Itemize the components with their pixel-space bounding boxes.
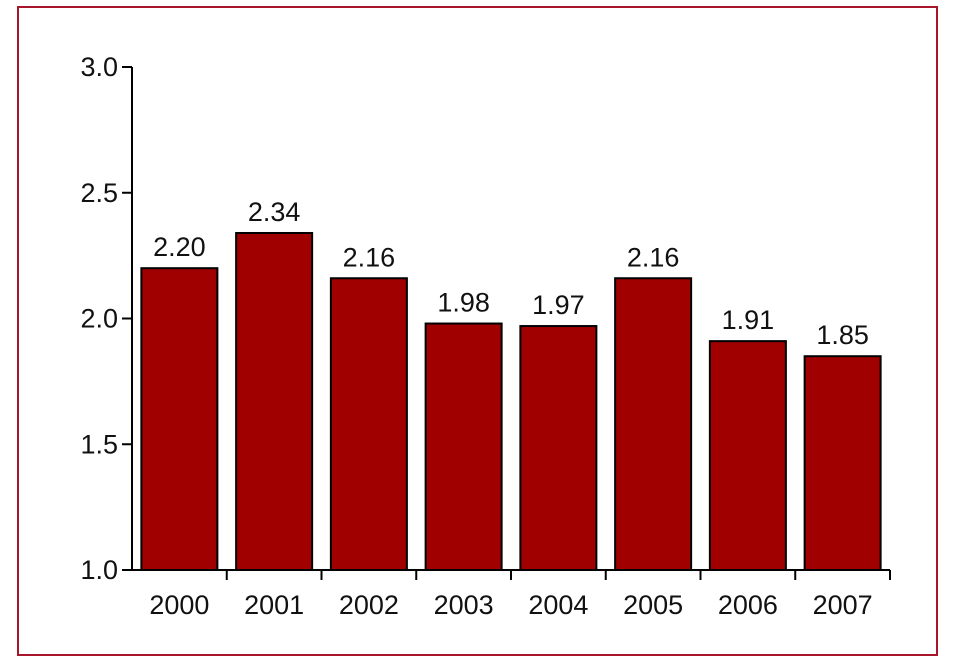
data-label-2006: 1.91: [722, 305, 775, 335]
bar-2000: [140, 267, 219, 571]
data-label-2003: 1.98: [437, 288, 490, 318]
x-tick-label-2000: 2000: [149, 590, 209, 620]
x-tick-label-2007: 2007: [813, 590, 873, 620]
bar-2007: [803, 355, 882, 571]
bar-2006: [708, 340, 787, 572]
y-tick-label: 2.5: [80, 178, 118, 208]
data-label-2000: 2.20: [153, 232, 206, 262]
bar-2001: [235, 231, 314, 572]
x-tick-label-2001: 2001: [244, 590, 304, 620]
x-tick-label-2004: 2004: [528, 590, 588, 620]
y-axis: 1.0 1.5 2.0 2.5 3.0: [80, 52, 133, 585]
y-tick-label: 1.0: [80, 555, 118, 585]
data-label-2001: 2.34: [248, 197, 301, 227]
bar-2004: [519, 325, 598, 572]
bar-2005: [614, 277, 693, 571]
data-label-2004: 1.97: [532, 290, 585, 320]
bar-series: 2.20 2.34 2.16 1.98 1.97 2.16 1.91 1.85: [140, 197, 882, 572]
x-tick-label-2003: 2003: [434, 590, 494, 620]
y-tick-label: 1.5: [80, 429, 118, 459]
data-label-2002: 2.16: [343, 242, 396, 272]
y-tick-label: 2.0: [80, 304, 118, 334]
x-tick-label-2005: 2005: [623, 590, 683, 620]
bar-2002: [329, 277, 408, 571]
y-tick-label: 3.0: [80, 52, 118, 82]
data-label-2005: 2.16: [627, 242, 680, 272]
x-tick-label-2002: 2002: [339, 590, 399, 620]
bar-2003: [424, 322, 503, 571]
x-tick-label-2006: 2006: [718, 590, 778, 620]
chart-frame: [17, 6, 938, 656]
data-label-2007: 1.85: [816, 320, 869, 350]
x-axis: 2000 2001 2002 2003 2004 2005 2006 2007: [122, 569, 891, 620]
